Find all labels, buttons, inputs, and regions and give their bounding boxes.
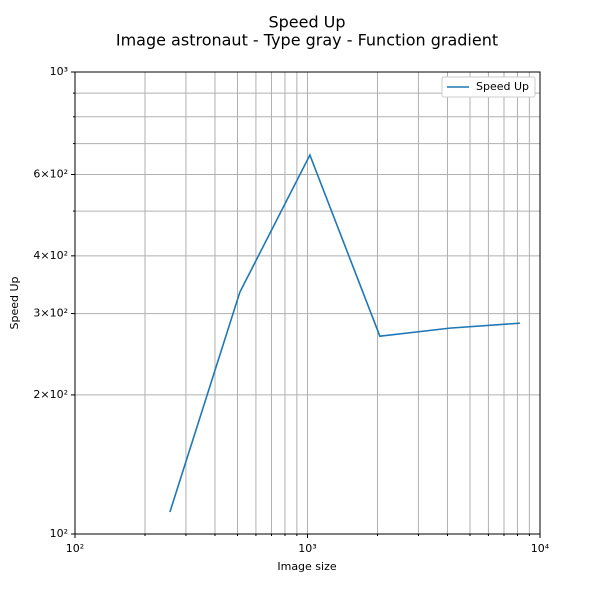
y-tick-label: 6×10² bbox=[33, 167, 68, 180]
legend-box bbox=[441, 76, 536, 98]
chart-subtitle: Image astronaut - Type gray - Function g… bbox=[116, 31, 498, 50]
y-tick-label: 4×10² bbox=[33, 249, 68, 262]
line-series bbox=[169, 153, 520, 513]
x-tick-label: 10⁴ bbox=[531, 542, 550, 555]
y-tick-label: 10² bbox=[50, 527, 68, 540]
y-tick-label: 3×10² bbox=[33, 307, 68, 320]
y-tick-label: 2×10² bbox=[33, 388, 68, 401]
x-tick-label: 10³ bbox=[298, 542, 316, 555]
legend-label: Speed Up bbox=[476, 80, 529, 93]
x-axis-label: Image size bbox=[277, 560, 337, 573]
y-tick-label: 10³ bbox=[50, 65, 68, 78]
x-tick-label: 10² bbox=[66, 542, 84, 555]
chart-title: Speed Up bbox=[268, 13, 345, 32]
y-axis-label: Speed Up bbox=[8, 276, 21, 329]
plot-frame bbox=[74, 71, 541, 535]
